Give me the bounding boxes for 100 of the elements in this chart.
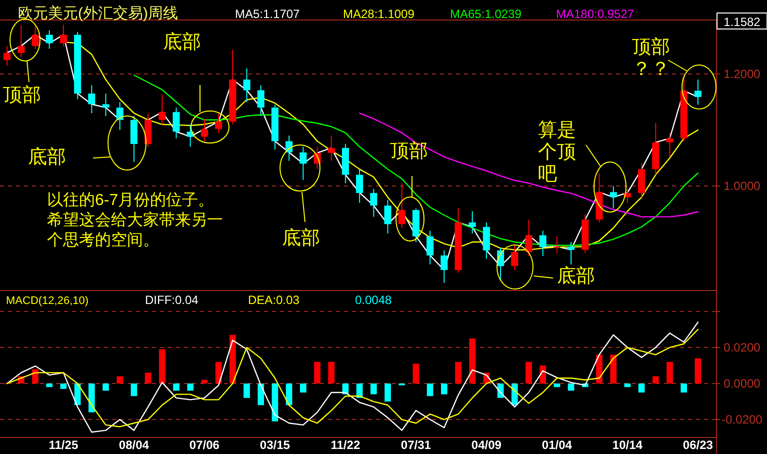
bar — [144, 372, 152, 384]
annotation: 底部 — [282, 227, 320, 249]
x-tick-label: 11/22 — [330, 438, 360, 452]
bar — [694, 358, 702, 384]
candlestick — [46, 30, 53, 50]
candlestick — [511, 244, 518, 271]
text: MA28:1.1009 — [343, 7, 415, 21]
candlestick — [300, 146, 307, 180]
candlestick — [257, 84, 264, 116]
annotation: 以往的6-7月份的位子。希望这会给大家带来另一个思考的空间。 — [47, 191, 223, 249]
annotation: 底部 — [557, 265, 595, 287]
candlestick — [286, 135, 293, 162]
bar — [116, 376, 124, 384]
bar — [624, 384, 631, 388]
bar — [526, 362, 532, 384]
x-tick-label: 01/04 — [542, 438, 572, 452]
bar — [638, 384, 645, 393]
bar — [88, 384, 95, 412]
bar — [328, 362, 335, 384]
candlestick — [426, 230, 434, 265]
candlestick — [200, 118, 208, 142]
text: MA65:1.0239 — [450, 7, 522, 21]
candlestick — [370, 188, 378, 218]
text: DIFF:0.04 — [145, 293, 199, 307]
chart-title: MACD(12,26,10) — [6, 295, 89, 307]
x-tick-label: 06/23 — [682, 438, 714, 452]
candlestick — [440, 250, 448, 284]
bar — [314, 362, 320, 384]
candlestick — [18, 24, 25, 58]
candlestick — [694, 79, 702, 106]
bar — [469, 338, 476, 384]
annotation: 底部 — [163, 31, 201, 53]
annotation: 顶部 — [390, 140, 428, 162]
x-tick-label: 04/09 — [471, 438, 502, 452]
y-tick-label: 0.0000 — [724, 376, 761, 391]
bar — [652, 376, 659, 384]
annotation: 算是个顶吧 — [538, 120, 576, 185]
bar — [46, 384, 53, 388]
bar — [384, 384, 391, 402]
line-series — [358, 112, 699, 218]
bar — [229, 334, 236, 384]
candlestick — [158, 94, 166, 125]
candlestick — [482, 222, 490, 260]
candlestick — [60, 24, 67, 46]
text: 0.0048 — [355, 293, 392, 307]
x-tick-label: 11/25 — [48, 438, 78, 452]
y-tick-label: -0.0200 — [722, 412, 763, 427]
bar — [60, 384, 67, 389]
y-tick-label: 1.0000 — [724, 178, 761, 193]
candlestick — [553, 236, 560, 254]
bar — [258, 384, 264, 406]
candlestick — [398, 182, 406, 228]
bar — [32, 369, 38, 384]
candlestick — [215, 112, 222, 134]
candlestick — [328, 135, 335, 162]
candlestick — [102, 93, 110, 116]
x-tick-label: 10/14 — [612, 438, 643, 452]
bar — [370, 384, 377, 394]
bar — [173, 384, 180, 391]
bar — [426, 384, 434, 396]
bar — [130, 384, 138, 396]
text: MA5:1.1707 — [235, 7, 300, 21]
candlestick — [243, 68, 250, 102]
candlestick — [356, 168, 364, 204]
candlestick — [666, 132, 674, 158]
bar — [680, 384, 688, 393]
bar — [666, 362, 673, 384]
bar — [244, 384, 250, 398]
chart-title: 欧元美元(外汇交易)周线 — [18, 5, 178, 22]
candlestick — [525, 219, 532, 257]
annotation: 顶部 — [3, 84, 41, 106]
text: MA180:0.9527 — [556, 7, 634, 21]
bar — [201, 380, 208, 384]
candlestick — [468, 210, 476, 234]
candlestick — [32, 26, 39, 50]
bar — [300, 384, 306, 393]
annotation: 顶部？？ — [632, 36, 670, 80]
bar — [158, 349, 166, 384]
x-tick-label: 07/06 — [189, 438, 220, 452]
y-tick-label: 1.2000 — [724, 66, 761, 81]
text: DEA:0.03 — [248, 293, 300, 307]
candlestick — [539, 230, 546, 257]
candlestick — [610, 185, 617, 209]
bar — [568, 384, 574, 391]
bar — [610, 354, 617, 384]
candlestick — [568, 242, 575, 265]
y-tick-label: 0.0200 — [724, 340, 761, 354]
bar — [455, 362, 462, 384]
bar — [102, 384, 109, 391]
candlestick — [638, 163, 646, 198]
candlestick — [172, 107, 180, 139]
bar — [187, 384, 194, 391]
annotation: 底部 — [28, 146, 66, 168]
candlestick — [384, 199, 392, 234]
candlestick — [88, 84, 96, 114]
x-tick-label: 03/15 — [260, 438, 290, 452]
bar — [540, 365, 546, 384]
bar — [554, 384, 560, 388]
candlestick — [4, 45, 11, 66]
bar — [412, 364, 420, 384]
